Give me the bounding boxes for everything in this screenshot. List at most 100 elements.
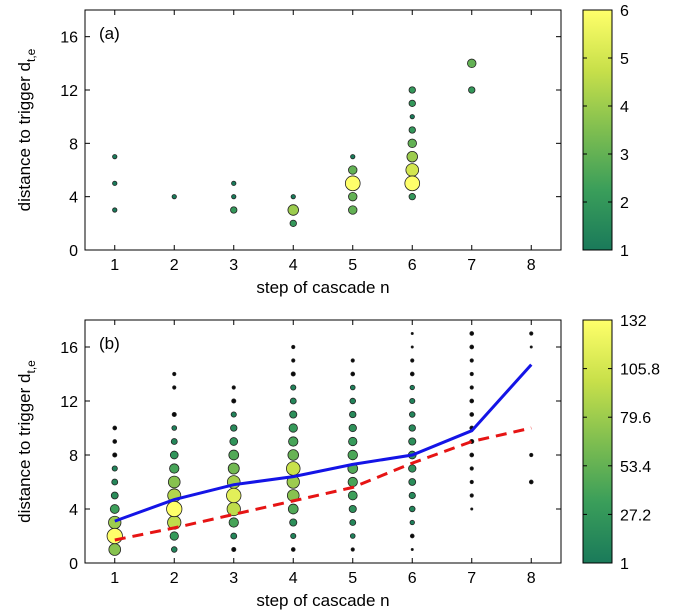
plot-frame	[84, 9, 562, 251]
data-point	[109, 504, 120, 514]
data-point	[169, 531, 179, 541]
data-point	[469, 358, 474, 363]
data-point	[529, 345, 533, 349]
data-point	[230, 532, 238, 540]
data-point	[171, 194, 177, 200]
data-point	[112, 154, 118, 160]
data-point	[108, 543, 122, 556]
y-tick-label: 0	[69, 243, 78, 260]
data-point	[408, 424, 416, 432]
data-point	[170, 438, 178, 445]
data-point	[469, 466, 474, 471]
red-dashed-line	[114, 426, 532, 542]
data-point	[287, 449, 299, 461]
data-point	[408, 491, 416, 500]
data-point	[408, 99, 416, 107]
x-tick-label: 7	[467, 570, 476, 587]
plot-frame	[84, 319, 562, 564]
x-tick-label: 8	[527, 257, 536, 274]
data-point	[350, 154, 356, 160]
data-point	[348, 504, 357, 514]
data-point	[350, 371, 356, 377]
data-point	[230, 424, 238, 432]
data-point	[350, 547, 355, 552]
x-tick-label: 2	[170, 570, 179, 587]
colorbar-tick-label: 6	[620, 3, 629, 20]
panel-label: (b)	[99, 334, 120, 353]
data-point	[409, 411, 416, 418]
data-point	[349, 384, 356, 391]
data-point	[408, 86, 416, 94]
data-point	[348, 165, 358, 175]
data-point	[231, 385, 236, 390]
colorbar-tick-label: 1	[620, 556, 629, 573]
data-point	[288, 436, 299, 447]
data-point	[529, 331, 534, 336]
y-tick-label: 16	[60, 30, 78, 47]
data-point	[290, 371, 296, 377]
data-point	[112, 207, 118, 213]
data-point	[231, 194, 237, 200]
data-point	[409, 397, 416, 405]
data-point	[469, 398, 475, 404]
data-point	[106, 527, 123, 545]
colorbar-tick-label: 79.6	[620, 410, 651, 427]
data-point	[231, 180, 237, 186]
data-point	[468, 86, 476, 94]
panel-label: (a)	[99, 24, 120, 43]
data-point	[469, 344, 475, 350]
x-tick-label: 3	[229, 570, 238, 587]
y-tick-label: 12	[60, 394, 78, 411]
data-point	[112, 452, 118, 458]
data-point	[231, 547, 237, 553]
x-tick-label: 3	[229, 257, 238, 274]
x-axis-label: step of cascade n	[256, 278, 389, 297]
x-tick-label: 6	[408, 257, 417, 274]
data-point	[290, 532, 297, 540]
y-tick-label: 4	[69, 190, 78, 207]
data-point	[171, 411, 177, 417]
colorbar-tick-label: 27.2	[620, 507, 651, 524]
data-point	[410, 358, 415, 363]
x-tick-label: 5	[348, 257, 357, 274]
data-point	[349, 519, 357, 526]
data-point	[410, 331, 414, 335]
y-axis-label-subscript: t,e	[24, 360, 38, 374]
data-point	[286, 461, 301, 476]
x-tick-label: 5	[348, 570, 357, 587]
x-tick-label: 4	[289, 257, 298, 274]
data-point	[409, 384, 415, 391]
data-point	[287, 503, 299, 515]
data-point	[350, 358, 355, 363]
blue-solid-line	[114, 363, 533, 523]
data-point	[289, 410, 298, 419]
data-point	[112, 425, 118, 431]
data-point	[289, 219, 297, 227]
data-point	[111, 465, 118, 472]
data-point	[408, 126, 416, 134]
data-point	[229, 437, 239, 446]
data-point	[528, 479, 534, 485]
data-point	[347, 449, 358, 461]
y-tick-label: 0	[69, 556, 78, 573]
data-point	[171, 425, 178, 431]
data-point	[112, 439, 118, 444]
data-point	[348, 191, 358, 202]
data-point	[349, 410, 357, 419]
data-point	[409, 505, 416, 513]
x-tick-label: 7	[467, 257, 476, 274]
data-point	[289, 518, 298, 527]
data-point	[290, 547, 296, 552]
data-point	[405, 163, 420, 177]
data-point	[110, 491, 119, 500]
data-point	[469, 371, 474, 377]
y-axis-label: distance to trigger dt,e	[15, 48, 38, 211]
data-point	[469, 331, 475, 336]
data-point	[344, 175, 361, 192]
data-point	[231, 398, 237, 404]
data-point	[348, 205, 358, 215]
data-point	[348, 423, 357, 433]
data-point	[347, 490, 358, 501]
colorbar-tick-label: 4	[620, 99, 629, 116]
